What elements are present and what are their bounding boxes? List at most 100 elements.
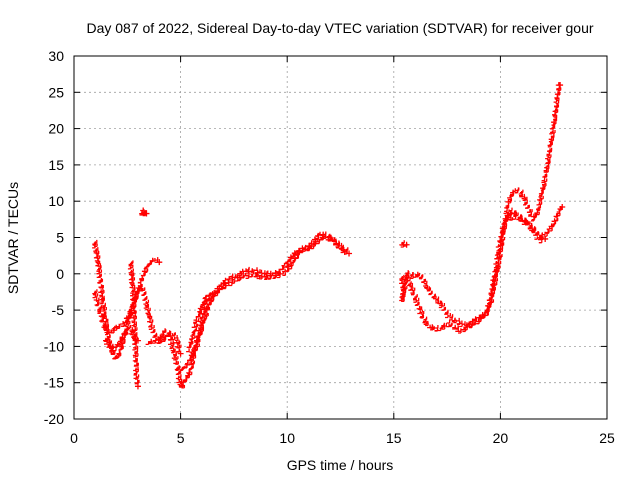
data-point-segment xyxy=(547,116,558,147)
data-point-segment xyxy=(514,187,523,195)
data-point-segment xyxy=(427,287,436,299)
data-point-segment xyxy=(552,82,562,119)
data-point-segment xyxy=(434,325,444,332)
data-point-segment xyxy=(95,262,104,284)
series-track-l xyxy=(505,212,549,244)
data-point-segment xyxy=(446,320,456,330)
y-tick-label: 15 xyxy=(48,157,64,173)
series-track-f xyxy=(186,291,216,353)
y-tick-label: -5 xyxy=(52,302,65,318)
data-point-segment xyxy=(519,189,527,201)
x-axis-label: GPS time / hours xyxy=(287,457,394,473)
data-point xyxy=(559,204,566,211)
x-tick-label: 0 xyxy=(70,430,78,446)
data-point-segment xyxy=(284,261,294,273)
series-track-g xyxy=(127,260,141,390)
data-point-segment xyxy=(110,344,119,352)
data-point-segment xyxy=(148,325,158,338)
data-point-segment xyxy=(302,243,312,251)
data-point-segment xyxy=(106,343,114,352)
data-point-segment xyxy=(139,268,148,282)
data-point-segment xyxy=(189,341,199,354)
data-point-segment xyxy=(517,214,528,225)
data-point-segment xyxy=(185,352,194,366)
data-point-segment xyxy=(220,276,230,286)
data-point xyxy=(143,210,150,217)
data-point-segment xyxy=(166,332,175,350)
data-point xyxy=(209,291,216,298)
y-tick-label: -20 xyxy=(44,411,64,427)
data-point-segment xyxy=(194,322,204,343)
data-point-segment xyxy=(130,305,138,331)
y-tick-label: 20 xyxy=(48,121,64,137)
data-point-segment xyxy=(267,270,277,277)
data-point xyxy=(346,250,353,257)
axis-ticks: 0 5 10 15 20 25 -20 -15 -10 -5 0 5 10 15 20 25 30 xyxy=(44,48,615,446)
data-point-segment xyxy=(505,191,514,207)
data-point-segment xyxy=(478,311,489,323)
data-point-segment xyxy=(322,231,331,239)
x-tick-label: 5 xyxy=(177,430,185,446)
x-tick-label: 15 xyxy=(386,430,402,446)
data-point-segment xyxy=(472,314,482,322)
data-point-segment xyxy=(102,324,107,330)
data-point-segment xyxy=(114,336,124,347)
y-tick-label: 5 xyxy=(56,230,64,246)
data-point-segment xyxy=(538,236,544,244)
data-point-segment xyxy=(174,365,182,384)
data-point-segment xyxy=(424,320,433,329)
y-tick-label: 25 xyxy=(48,84,64,100)
y-axis-label: SDTVAR / TECUs xyxy=(5,182,21,294)
data-point-segment xyxy=(141,287,150,309)
data-point-segment xyxy=(97,309,105,322)
data-point-segment xyxy=(488,273,498,296)
data-point-segment xyxy=(429,325,435,331)
series-track-d xyxy=(145,233,353,389)
data-point-segment xyxy=(414,271,421,278)
data-point-segment xyxy=(97,280,105,302)
data-point-segment xyxy=(148,257,154,266)
y-tick-label: 10 xyxy=(48,193,64,209)
data-point-segment xyxy=(171,332,179,344)
data-point-segment xyxy=(534,192,544,215)
data-point-segment xyxy=(452,324,462,332)
data-point-segment xyxy=(131,328,139,362)
x-tick-label: 25 xyxy=(599,430,615,446)
data-point-segment xyxy=(400,243,408,248)
data-point-segment xyxy=(123,310,132,330)
y-tick-label: -15 xyxy=(44,375,64,391)
data-point-segment xyxy=(145,306,154,328)
data-point-segment xyxy=(193,308,203,322)
data-point xyxy=(542,235,549,242)
data-point-segment xyxy=(410,272,417,280)
data-point-segment xyxy=(315,231,324,239)
series-track-j xyxy=(399,82,564,328)
data-point-segment xyxy=(524,220,536,232)
chart-title: Day 087 of 2022, Sidereal Day-to-day VTE… xyxy=(86,20,593,36)
series-track-i xyxy=(399,240,410,248)
data-point-segment xyxy=(483,292,493,314)
data-point-segment xyxy=(284,253,295,267)
data-point-segment xyxy=(138,284,144,292)
data-point xyxy=(341,249,348,256)
data-point-segment xyxy=(202,292,212,300)
grid xyxy=(74,56,607,419)
data-point xyxy=(134,383,141,390)
data-point-segment xyxy=(440,322,450,330)
data-point-segment xyxy=(492,242,502,276)
data-point-segment xyxy=(214,282,223,294)
data-point-segment xyxy=(197,298,207,311)
series-track-h xyxy=(139,207,150,217)
data-point-segment xyxy=(145,338,152,346)
data-point-segment xyxy=(127,324,132,330)
data-point-segment xyxy=(418,274,427,284)
data-point-segment xyxy=(132,357,140,385)
data-point-segment xyxy=(296,245,307,252)
data-point-segment xyxy=(127,260,134,274)
series-track-k xyxy=(403,204,566,334)
data-point-segment xyxy=(249,267,261,275)
data-point-segment xyxy=(550,209,561,228)
data-point-segment xyxy=(141,211,147,217)
data-point-segment xyxy=(433,295,443,307)
